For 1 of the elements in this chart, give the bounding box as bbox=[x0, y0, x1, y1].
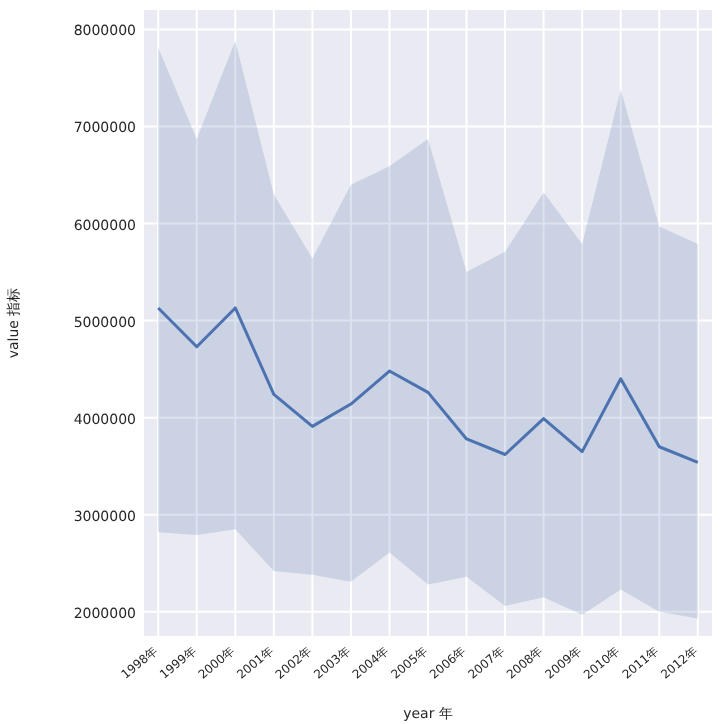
line-series bbox=[156, 306, 700, 464]
